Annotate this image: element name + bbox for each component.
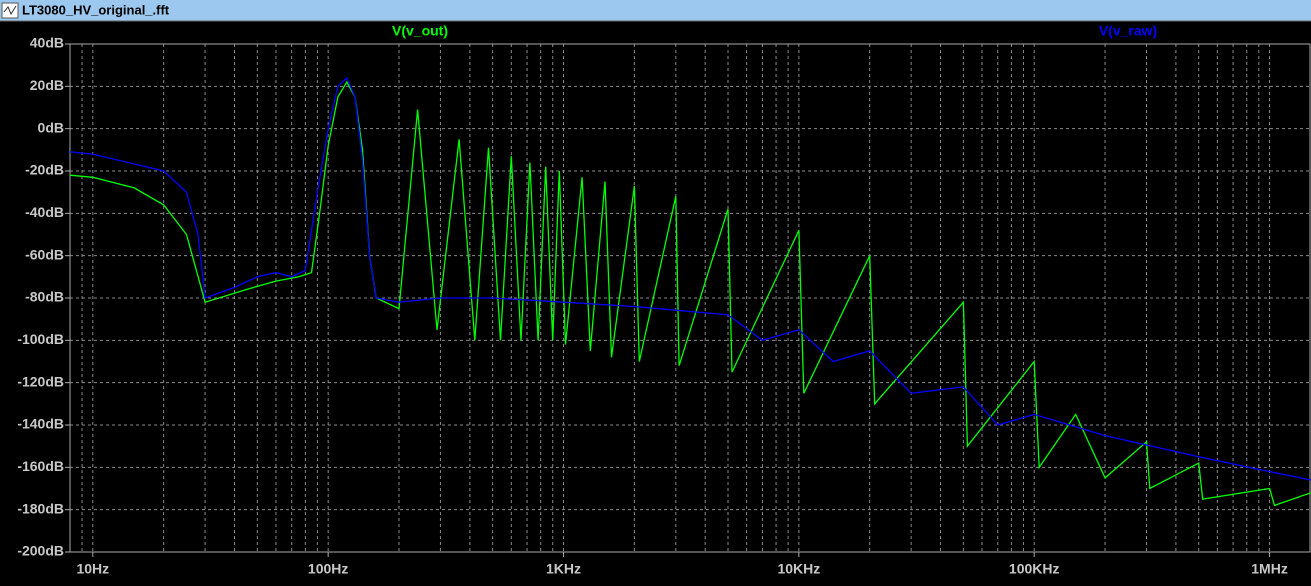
x-tick-label: 100Hz: [308, 561, 348, 577]
y-tick-label: 20dB: [30, 77, 64, 93]
y-tick-label: -160dB: [17, 458, 64, 474]
y-tick-label: -180dB: [17, 500, 64, 516]
y-tick-label: -200dB: [17, 543, 64, 559]
x-tick-label: 10KHz: [777, 561, 820, 577]
y-tick-label: -140dB: [17, 416, 64, 432]
window-title: LT3080_HV_original_.fft: [22, 2, 170, 17]
y-tick-label: -40dB: [25, 204, 64, 220]
y-tick-label: -20dB: [25, 162, 64, 178]
y-tick-label: -100dB: [17, 331, 64, 347]
y-tick-label: -60dB: [25, 246, 64, 262]
legend-label: V(v_raw): [1099, 23, 1157, 39]
y-tick-label: 0dB: [38, 119, 64, 135]
window-icon-graph: [3, 5, 17, 16]
x-tick-label: 100KHz: [1009, 561, 1060, 577]
y-tick-label: -80dB: [25, 289, 64, 305]
x-tick-label: 10Hz: [76, 561, 109, 577]
y-tick-label: 40dB: [30, 35, 64, 51]
x-tick-label: 1MHz: [1251, 561, 1288, 577]
title-bar: [0, 0, 1311, 21]
series-line: [69, 80, 1311, 507]
x-tick-label: 1KHz: [546, 561, 581, 577]
plot-frame: [69, 43, 1311, 553]
legend-label: V(v_out): [392, 23, 448, 39]
y-tick-label: -120dB: [17, 373, 64, 389]
series-line: [69, 76, 1311, 481]
